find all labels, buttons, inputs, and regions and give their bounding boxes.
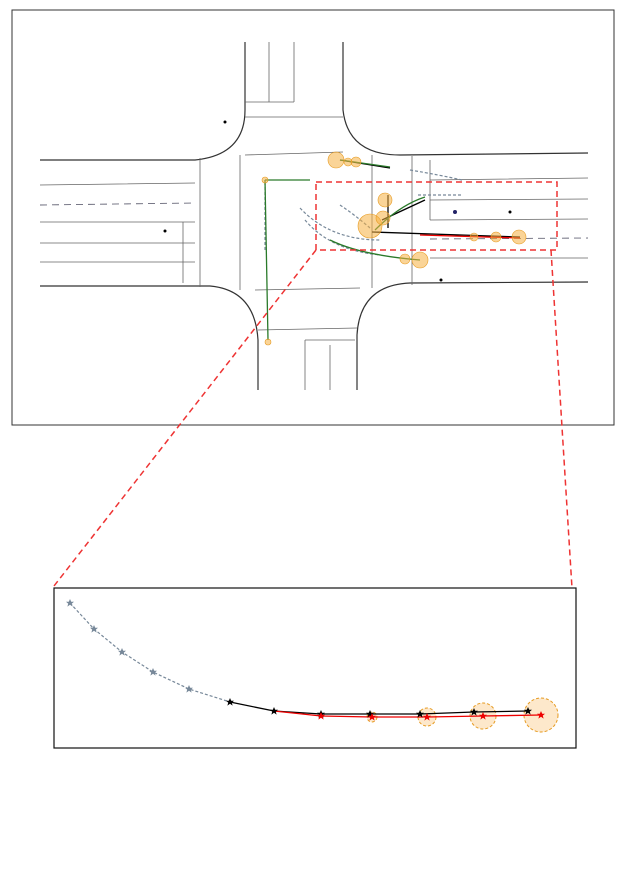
zoom-trajectory xyxy=(66,599,559,733)
zoom-frame xyxy=(53,587,577,749)
zoom-lines xyxy=(53,249,573,589)
zoom-box xyxy=(315,181,558,251)
map-frame xyxy=(11,9,615,426)
trajectories xyxy=(163,120,527,346)
road-map xyxy=(39,42,589,390)
